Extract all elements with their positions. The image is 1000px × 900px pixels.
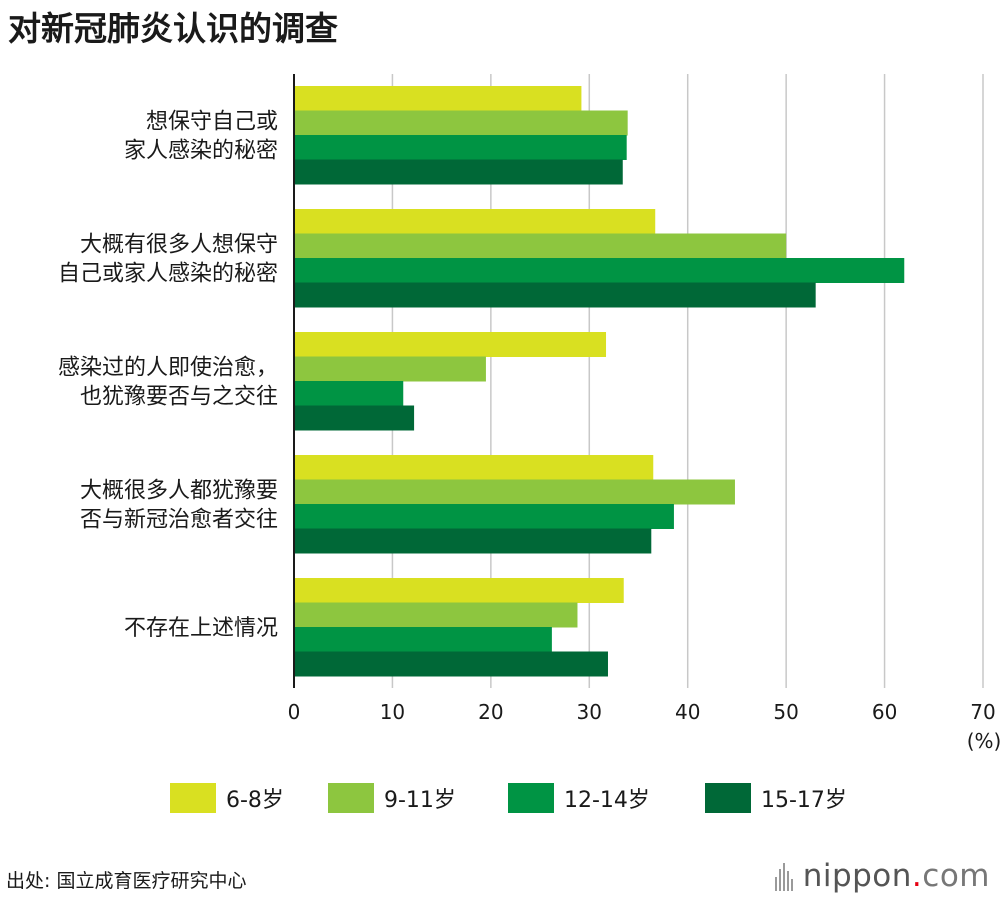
legend-swatch bbox=[328, 783, 374, 813]
category-label: 想保守自己或 bbox=[146, 110, 278, 135]
bar bbox=[294, 528, 652, 554]
chart-title: 对新冠肺炎认识的调查 bbox=[8, 9, 338, 48]
bar bbox=[294, 405, 415, 431]
bar-chart: 0 10 20 30 40 50 60 70 (%) 想保守自己或家人感染的秘密大概有很多人想保… bbox=[58, 74, 1000, 753]
x-tick-label: 70 bbox=[970, 700, 995, 724]
legend-swatch bbox=[170, 783, 216, 813]
category-label: 感染过的人即使治愈， bbox=[58, 356, 278, 381]
legend-item: 6-8岁 bbox=[170, 782, 284, 814]
legend-swatch bbox=[705, 783, 751, 813]
bar bbox=[294, 110, 628, 136]
x-axis-unit: (%) bbox=[967, 729, 1000, 753]
bar bbox=[294, 159, 623, 185]
bar bbox=[294, 578, 624, 603]
bar bbox=[294, 479, 735, 505]
legend: 6-8岁 9-11岁 12-14岁 15-17岁 bbox=[0, 782, 1000, 822]
x-tick-label: 40 bbox=[675, 700, 700, 724]
legend-label: 12-14岁 bbox=[564, 788, 650, 813]
bar bbox=[294, 504, 674, 529]
category-label: 否与新冠治愈者交往 bbox=[80, 508, 278, 533]
bar bbox=[294, 209, 656, 234]
bar bbox=[294, 86, 582, 111]
bar bbox=[294, 258, 905, 283]
bar bbox=[294, 356, 486, 382]
bar bbox=[294, 627, 552, 652]
bar bbox=[294, 332, 607, 357]
x-tick-label: 30 bbox=[577, 700, 602, 724]
legend-item: 9-11岁 bbox=[328, 782, 456, 814]
legend-item: 12-14岁 bbox=[508, 782, 650, 814]
bar bbox=[294, 381, 404, 406]
category-labels: 想保守自己或家人感染的秘密大概有很多人想保守自己或家人感染的秘密感染过的人即使治… bbox=[58, 110, 278, 642]
x-tick-label: 10 bbox=[380, 700, 405, 724]
axes: 0 10 20 30 40 50 60 70 (%) bbox=[288, 74, 1000, 753]
category-label: 大概有很多人想保守 bbox=[80, 233, 278, 258]
x-tick-label: 50 bbox=[773, 700, 798, 724]
category-label: 也犹豫要否与之交往 bbox=[80, 385, 278, 410]
source-note: 出处: 国立成育医疗研究中心 bbox=[6, 870, 247, 892]
bar bbox=[294, 233, 787, 259]
bar bbox=[294, 282, 816, 308]
category-label: 自己或家人感染的秘密 bbox=[58, 262, 278, 287]
bar bbox=[294, 455, 654, 480]
bars bbox=[294, 86, 905, 677]
bar bbox=[294, 651, 608, 677]
legend-item: 15-17岁 bbox=[705, 782, 847, 814]
bar bbox=[294, 602, 578, 628]
bar bbox=[294, 135, 627, 160]
category-label: 家人感染的秘密 bbox=[124, 139, 278, 164]
x-tick-label: 60 bbox=[872, 700, 897, 724]
legend-label: 6-8岁 bbox=[226, 788, 284, 813]
brand-text: nippon.com bbox=[802, 858, 990, 894]
x-tick-label: 0 bbox=[288, 700, 301, 724]
nippon-logo: nippon.com bbox=[774, 858, 990, 894]
brand-bars-icon bbox=[774, 861, 795, 891]
legend-label: 9-11岁 bbox=[384, 788, 456, 813]
legend-label: 15-17岁 bbox=[761, 788, 847, 813]
category-label: 不存在上述情况 bbox=[124, 616, 278, 641]
x-tick-label: 20 bbox=[478, 700, 503, 724]
category-label: 大概很多人都犹豫要 bbox=[80, 479, 278, 504]
legend-swatch bbox=[508, 783, 554, 813]
